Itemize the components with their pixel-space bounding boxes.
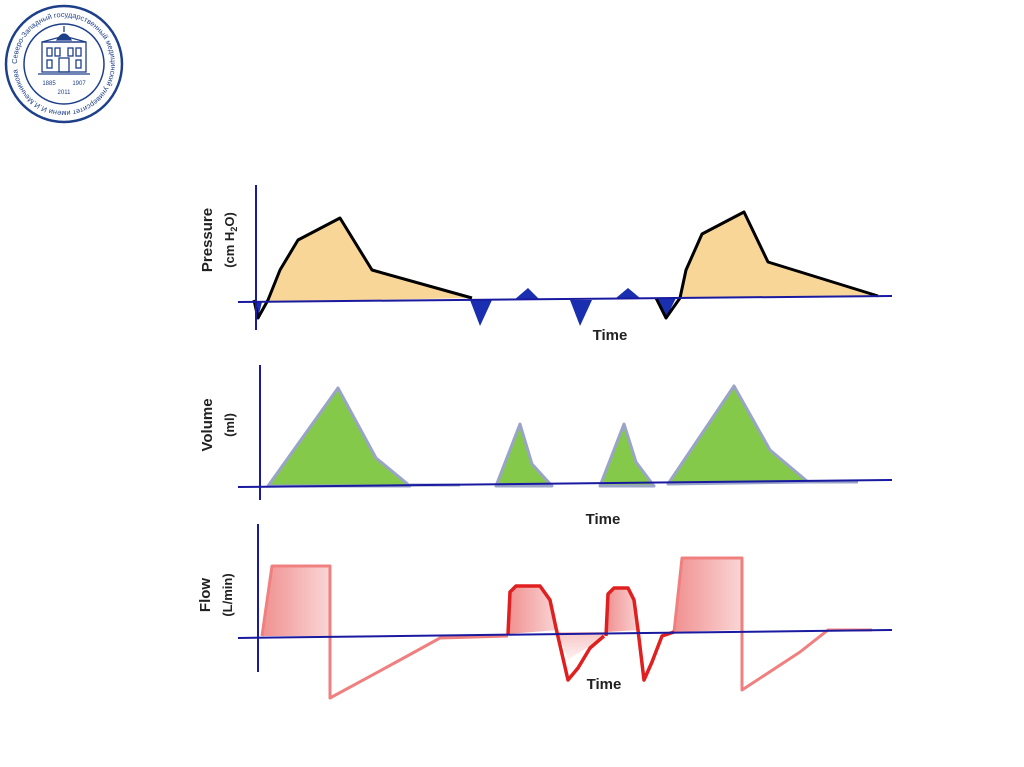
flow-breath-2-fill <box>508 586 558 634</box>
seal-year-left: 1885 <box>42 81 56 87</box>
pressure-positive-bump-1 <box>514 288 540 300</box>
volume-unit-label: (ml) <box>222 413 237 437</box>
pressure-x-axis <box>237 295 893 303</box>
building-icon <box>38 26 90 75</box>
volume-breath-2 <box>494 422 554 488</box>
flow-breath-1-line <box>260 564 509 700</box>
flow-x-axis <box>237 629 893 639</box>
pressure-breath-1-line <box>252 216 473 320</box>
volume-breath-4 <box>666 384 810 486</box>
volume-time-label: Time <box>586 511 621 528</box>
flow-axis-label: Flow <box>197 578 214 612</box>
pressure-time-label: Time <box>593 327 628 344</box>
volume-x-axis <box>237 479 893 488</box>
pressure-axis-label: Pressure <box>199 208 216 272</box>
pressure-breath-1-fill <box>264 218 472 302</box>
volume-breath-1 <box>266 386 412 488</box>
volume-axis-label: Volume <box>199 398 216 451</box>
flow-breath-3-fill <box>606 588 640 632</box>
flow-breath-1-fill <box>262 566 330 636</box>
flow-time-label: Time <box>587 676 622 693</box>
pressure-positive-bump-2 <box>616 288 640 298</box>
flow-expiration-fill <box>558 632 606 660</box>
flow-breath-4-fill <box>674 558 742 632</box>
pressure-breath-2-line <box>654 210 879 320</box>
flow-panel: Flow (L/min) Time <box>197 524 893 700</box>
pressure-negative-dip-2 <box>470 300 492 326</box>
pressure-breath-2-fill <box>680 212 878 298</box>
pressure-unit-label: (cm H2O) <box>222 212 239 268</box>
flow-unit-label: (L/min) <box>220 573 235 616</box>
flow-breath-2-line <box>506 584 606 682</box>
flow-breath-3-line <box>604 586 675 682</box>
volume-breath-3 <box>598 422 656 488</box>
seal-year-bottom: 2011 <box>58 90 72 96</box>
seal-year-right: 1907 <box>72 81 86 87</box>
pressure-negative-dip-4 <box>656 298 676 318</box>
university-seal: Северо-Западный государственный медицинс… <box>4 4 124 124</box>
pressure-panel: Pressure (cm H2O) Time <box>199 185 893 344</box>
volume-panel: Volume (ml) Time <box>199 365 893 528</box>
pressure-negative-dip-3 <box>570 300 592 326</box>
